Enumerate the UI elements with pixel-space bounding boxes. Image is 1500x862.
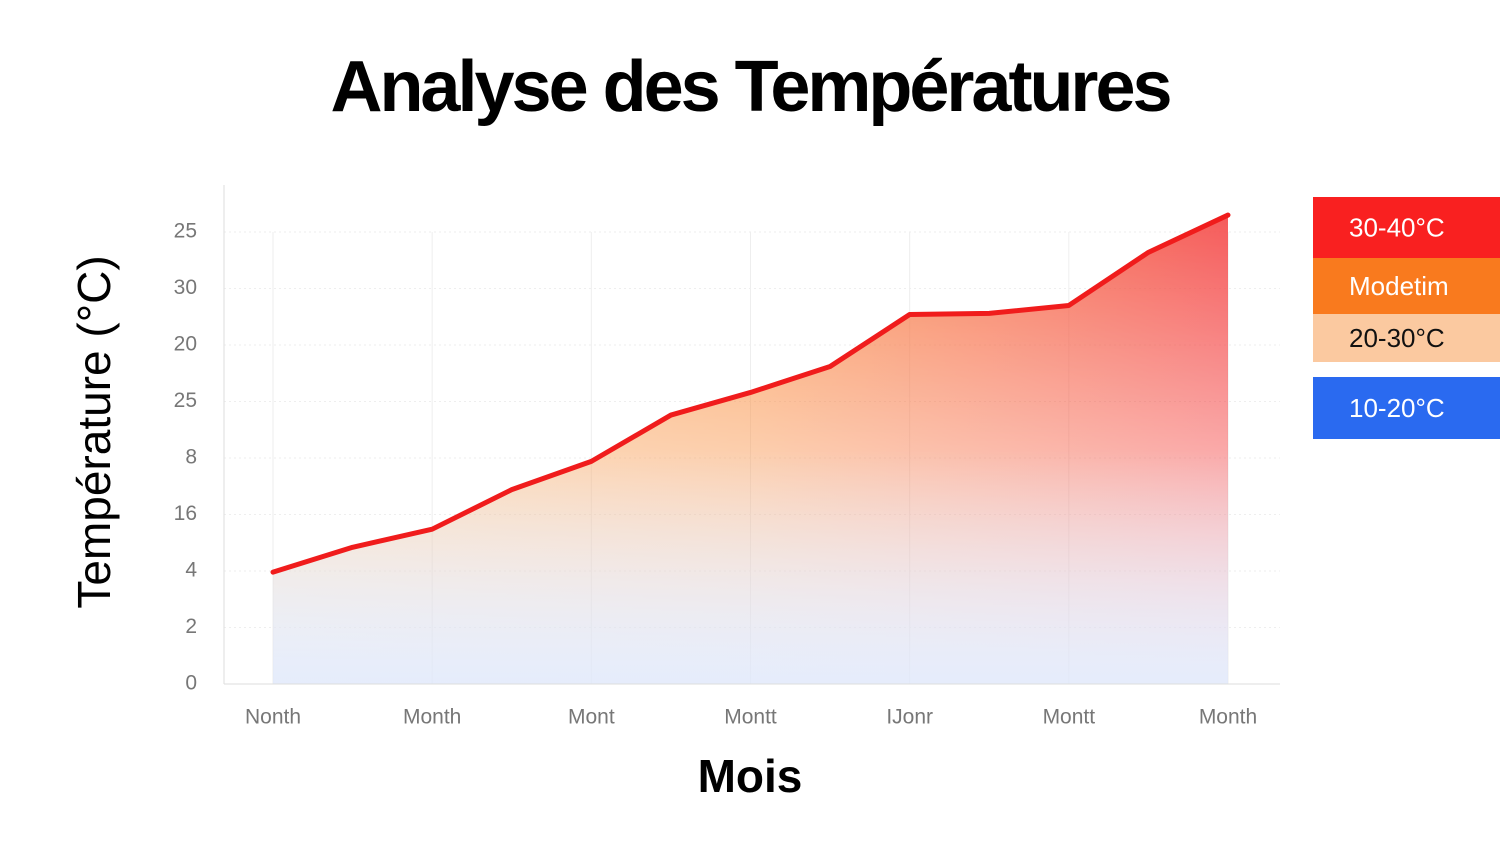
y-axis-label: Température (°C) xyxy=(68,255,120,608)
legend-label: 10-20°C xyxy=(1349,393,1445,423)
chart-title: Analyse des Températures xyxy=(330,47,1170,127)
y-tick-label: 2 xyxy=(185,615,197,638)
x-tick-label: Nonth xyxy=(245,706,301,729)
y-tick-label: 0 xyxy=(185,672,197,695)
x-tick-label: Montt xyxy=(724,706,777,729)
y-tick-label: 30 xyxy=(174,276,197,299)
legend-swatch xyxy=(1313,377,1500,439)
x-axis-label: Mois xyxy=(698,750,803,802)
line xyxy=(270,212,1231,575)
y-tick-label: 25 xyxy=(174,389,197,412)
legend: 30-40°C Modetim 20-30°C 10-20°C xyxy=(1313,197,1500,439)
legend-swatch xyxy=(1313,258,1500,314)
y-tick-label: 25 xyxy=(174,220,197,243)
legend-label: 30-40°C xyxy=(1349,212,1445,242)
area-tint xyxy=(273,215,1228,685)
legend-label: 20-30°C xyxy=(1349,323,1445,353)
plot xyxy=(270,212,1231,685)
legend-swatch xyxy=(1313,197,1500,258)
x-tick-label: Montt xyxy=(1043,706,1096,729)
legend-label: Modetim xyxy=(1349,271,1449,301)
x-tick-label: Mont xyxy=(568,706,615,729)
x-tick-label: Month xyxy=(403,706,461,729)
legend-swatch xyxy=(1313,314,1500,362)
y-tick-label: 16 xyxy=(174,502,197,525)
y-tick-label: 4 xyxy=(185,559,197,582)
x-tick-label: Month xyxy=(1199,706,1257,729)
y-tick-label: 8 xyxy=(185,446,197,469)
y-tick-label: 20 xyxy=(174,333,197,356)
x-tick-label: IJonr xyxy=(886,706,933,729)
